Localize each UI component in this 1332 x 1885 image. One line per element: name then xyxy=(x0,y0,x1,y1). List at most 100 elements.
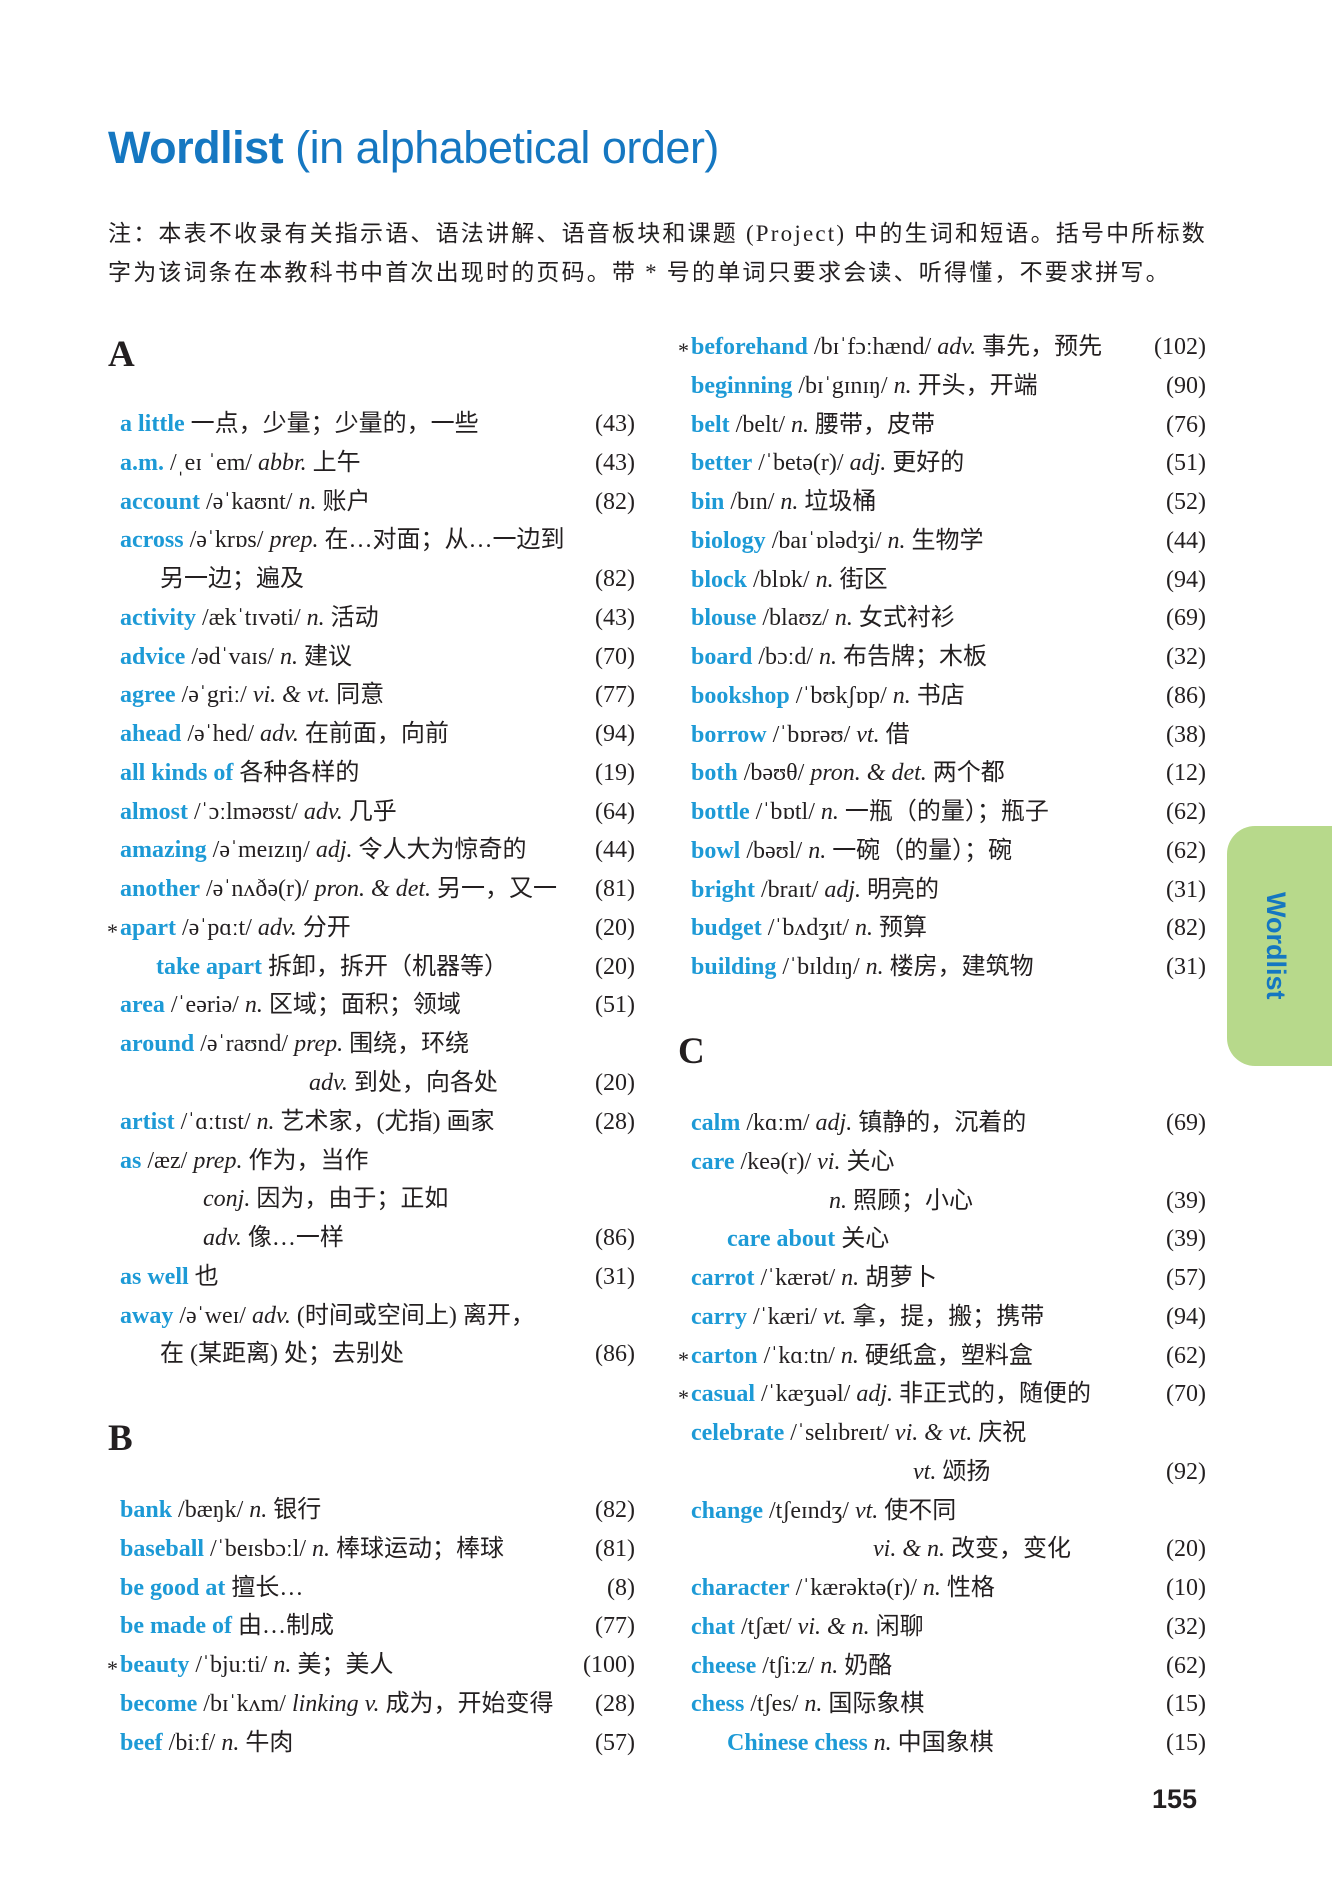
headword: character xyxy=(691,1575,790,1602)
chinese-meaning: 账户 xyxy=(322,488,371,515)
entry: chess /tʃes/ n. 国际象棋 (15) xyxy=(691,1685,1206,1724)
entry: bowl /bəʊl/ n. 一碗（的量）；碗 (62) xyxy=(691,832,1206,871)
chinese-meaning: 一碗（的量）；碗 xyxy=(832,837,1013,864)
entry: bank /bæŋk/ n. 银行 (82) xyxy=(120,1491,635,1530)
section-letter-a: A xyxy=(108,334,135,375)
part-of-speech: n. xyxy=(815,566,834,593)
part-of-speech: n. xyxy=(834,605,853,632)
chinese-meaning: 国际象棋 xyxy=(828,1691,925,1718)
headword: celebrate xyxy=(691,1420,785,1447)
chinese-meaning: 由…制成 xyxy=(237,1613,334,1640)
part-of-speech: n. xyxy=(804,1691,823,1718)
page-reference: (77) xyxy=(595,682,635,709)
part-of-speech: adv. xyxy=(260,721,299,748)
page-reference: (51) xyxy=(1166,450,1206,477)
chinese-meaning: 牛肉 xyxy=(245,1729,294,1756)
phonetic: /ˌeɪ ˈem/ xyxy=(170,449,252,476)
part-of-speech: n. xyxy=(780,489,799,516)
chinese-meaning: 成为，开始变得 xyxy=(385,1690,554,1717)
headword: around xyxy=(120,1031,195,1058)
page-reference: (32) xyxy=(1166,1613,1206,1640)
entry: become /bɪˈkʌm/ linking v. 成为，开始变得 (28) xyxy=(120,1685,635,1724)
entry: biology /baɪˈɒlədʒi/ n. 生物学 (44) xyxy=(691,522,1206,561)
headword: chat xyxy=(691,1613,735,1640)
phonetic: /tʃæt/ xyxy=(741,1613,792,1640)
wordlist-section-a: a little 一点，少量；少量的，一些 (43) a.m. /ˌeɪ ˈem/ … xyxy=(107,405,635,1374)
star-mark: * xyxy=(107,918,118,944)
headword: building xyxy=(691,954,777,981)
page-reference: (39) xyxy=(1166,1187,1206,1214)
entry: care /keə(r)/ vi. 关心 xyxy=(691,1143,1206,1182)
page-reference: (10) xyxy=(1166,1575,1206,1602)
part-of-speech: linking v. xyxy=(291,1690,380,1717)
wordlist-section-b: bank /bæŋk/ n. 银行 (82) baseball /ˈbeɪsbɔːl… xyxy=(107,1491,635,1763)
phonetic: /əˈraʊnd/ xyxy=(200,1031,289,1058)
phonetic: /tʃiːz/ xyxy=(762,1652,815,1679)
headword: take apart xyxy=(156,953,262,980)
page-reference: (82) xyxy=(1166,915,1206,942)
part-of-speech: n. xyxy=(256,1108,275,1135)
page-title: Wordlist (in alphabetical order) xyxy=(108,122,719,174)
side-tab-wordlist[interactable]: Wordlist xyxy=(1227,826,1332,1066)
page-reference: (62) xyxy=(1166,799,1206,826)
entry: calm /kɑːm/ adj. 镇静的，沉着的 (69) xyxy=(691,1104,1206,1143)
entry: all kinds of 各种各样的 (19) xyxy=(120,754,635,793)
phonetic: /ˈbʊkʃɒp/ xyxy=(795,682,887,709)
phonetic: /tʃeɪndʒ/ xyxy=(769,1497,849,1524)
entry-continuation: vi. & n. 改变，变化 (20) xyxy=(691,1530,1206,1569)
chinese-meaning: 颂扬 xyxy=(942,1458,991,1485)
page-reference: (86) xyxy=(595,1225,635,1252)
entry: * beauty /ˈbjuːti/ n. 美；美人 (100) xyxy=(107,1646,635,1685)
star-mark: * xyxy=(678,338,689,363)
part-of-speech: adv. xyxy=(257,914,297,941)
chinese-meaning: 拆卸，拆开（机器等） xyxy=(267,953,508,980)
headword: bookshop xyxy=(691,682,790,709)
chinese-meaning: 使不同 xyxy=(884,1497,957,1524)
page-reference: (90) xyxy=(1166,372,1206,399)
entry: change /tʃeɪndʒ/ vt. 使不同 xyxy=(691,1492,1206,1531)
chinese-meaning: 照顾；小心 xyxy=(853,1187,973,1214)
phonetic: /æz/ xyxy=(147,1147,188,1174)
headword: budget xyxy=(691,915,762,942)
chinese-meaning: 垃圾桶 xyxy=(804,489,877,516)
part-of-speech: adv. xyxy=(309,1070,348,1097)
chinese-meaning: 开头，开端 xyxy=(917,372,1038,399)
entry: borrow /ˈbɒrəʊ/ vt. 借 (38) xyxy=(691,716,1206,755)
entry: another /əˈnʌðə(r)/ pron. & det. 另一，又一 (8… xyxy=(120,870,635,909)
entry: belt /belt/ n. 腰带，皮带 (76) xyxy=(691,406,1206,445)
headword: beef xyxy=(120,1729,163,1756)
headword: beauty xyxy=(120,1652,190,1679)
star-mark: * xyxy=(107,1656,118,1682)
part-of-speech: n. xyxy=(887,527,906,554)
headword: bin xyxy=(691,489,725,516)
phonetic: /ˈɔːlməʊst/ xyxy=(194,798,298,825)
part-of-speech: vt. xyxy=(856,721,880,748)
part-of-speech: n. xyxy=(791,411,809,438)
part-of-speech: vt. xyxy=(822,1303,847,1330)
phonetic: /bəʊl/ xyxy=(746,837,803,864)
entry: across /əˈkrɒs/ prep. 在…对面；从…一边到 xyxy=(120,521,635,560)
phonetic: /biːf/ xyxy=(168,1729,216,1756)
phonetic: /əˈkrɒs/ xyxy=(189,527,264,554)
page-reference: (43) xyxy=(595,411,635,437)
entry: bin /bɪn/ n. 垃圾桶 (52) xyxy=(691,483,1206,522)
headword: be made of xyxy=(120,1613,232,1640)
headword: carry xyxy=(691,1303,747,1330)
entry: account /əˈkaʊnt/ n. 账户 (82) xyxy=(120,483,635,522)
page-reference: (32) xyxy=(1166,644,1206,671)
entry: beef /biːf/ n. 牛肉 (57) xyxy=(120,1724,635,1763)
entry: better /ˈbetə(r)/ adj. 更好的 (51) xyxy=(691,444,1206,483)
entry-continuation: adv. 到处，向各处 (20) xyxy=(120,1064,635,1103)
headword: a.m. xyxy=(120,449,164,476)
phonetic: /tʃes/ xyxy=(750,1691,799,1718)
part-of-speech: vi. & vt. xyxy=(252,682,331,709)
phonetic: /ˈkæri/ xyxy=(752,1303,817,1330)
headword: beginning xyxy=(691,372,793,399)
page-reference: (52) xyxy=(1166,489,1206,516)
part-of-speech: adv. xyxy=(937,334,977,360)
part-of-speech: n. xyxy=(312,1535,331,1562)
page-reference: (31) xyxy=(1166,876,1206,903)
entry: almost /ˈɔːlməʊst/ adv. 几乎 (64) xyxy=(120,793,635,832)
chinese-meaning: 性格 xyxy=(946,1575,995,1602)
headword: better xyxy=(691,450,753,477)
